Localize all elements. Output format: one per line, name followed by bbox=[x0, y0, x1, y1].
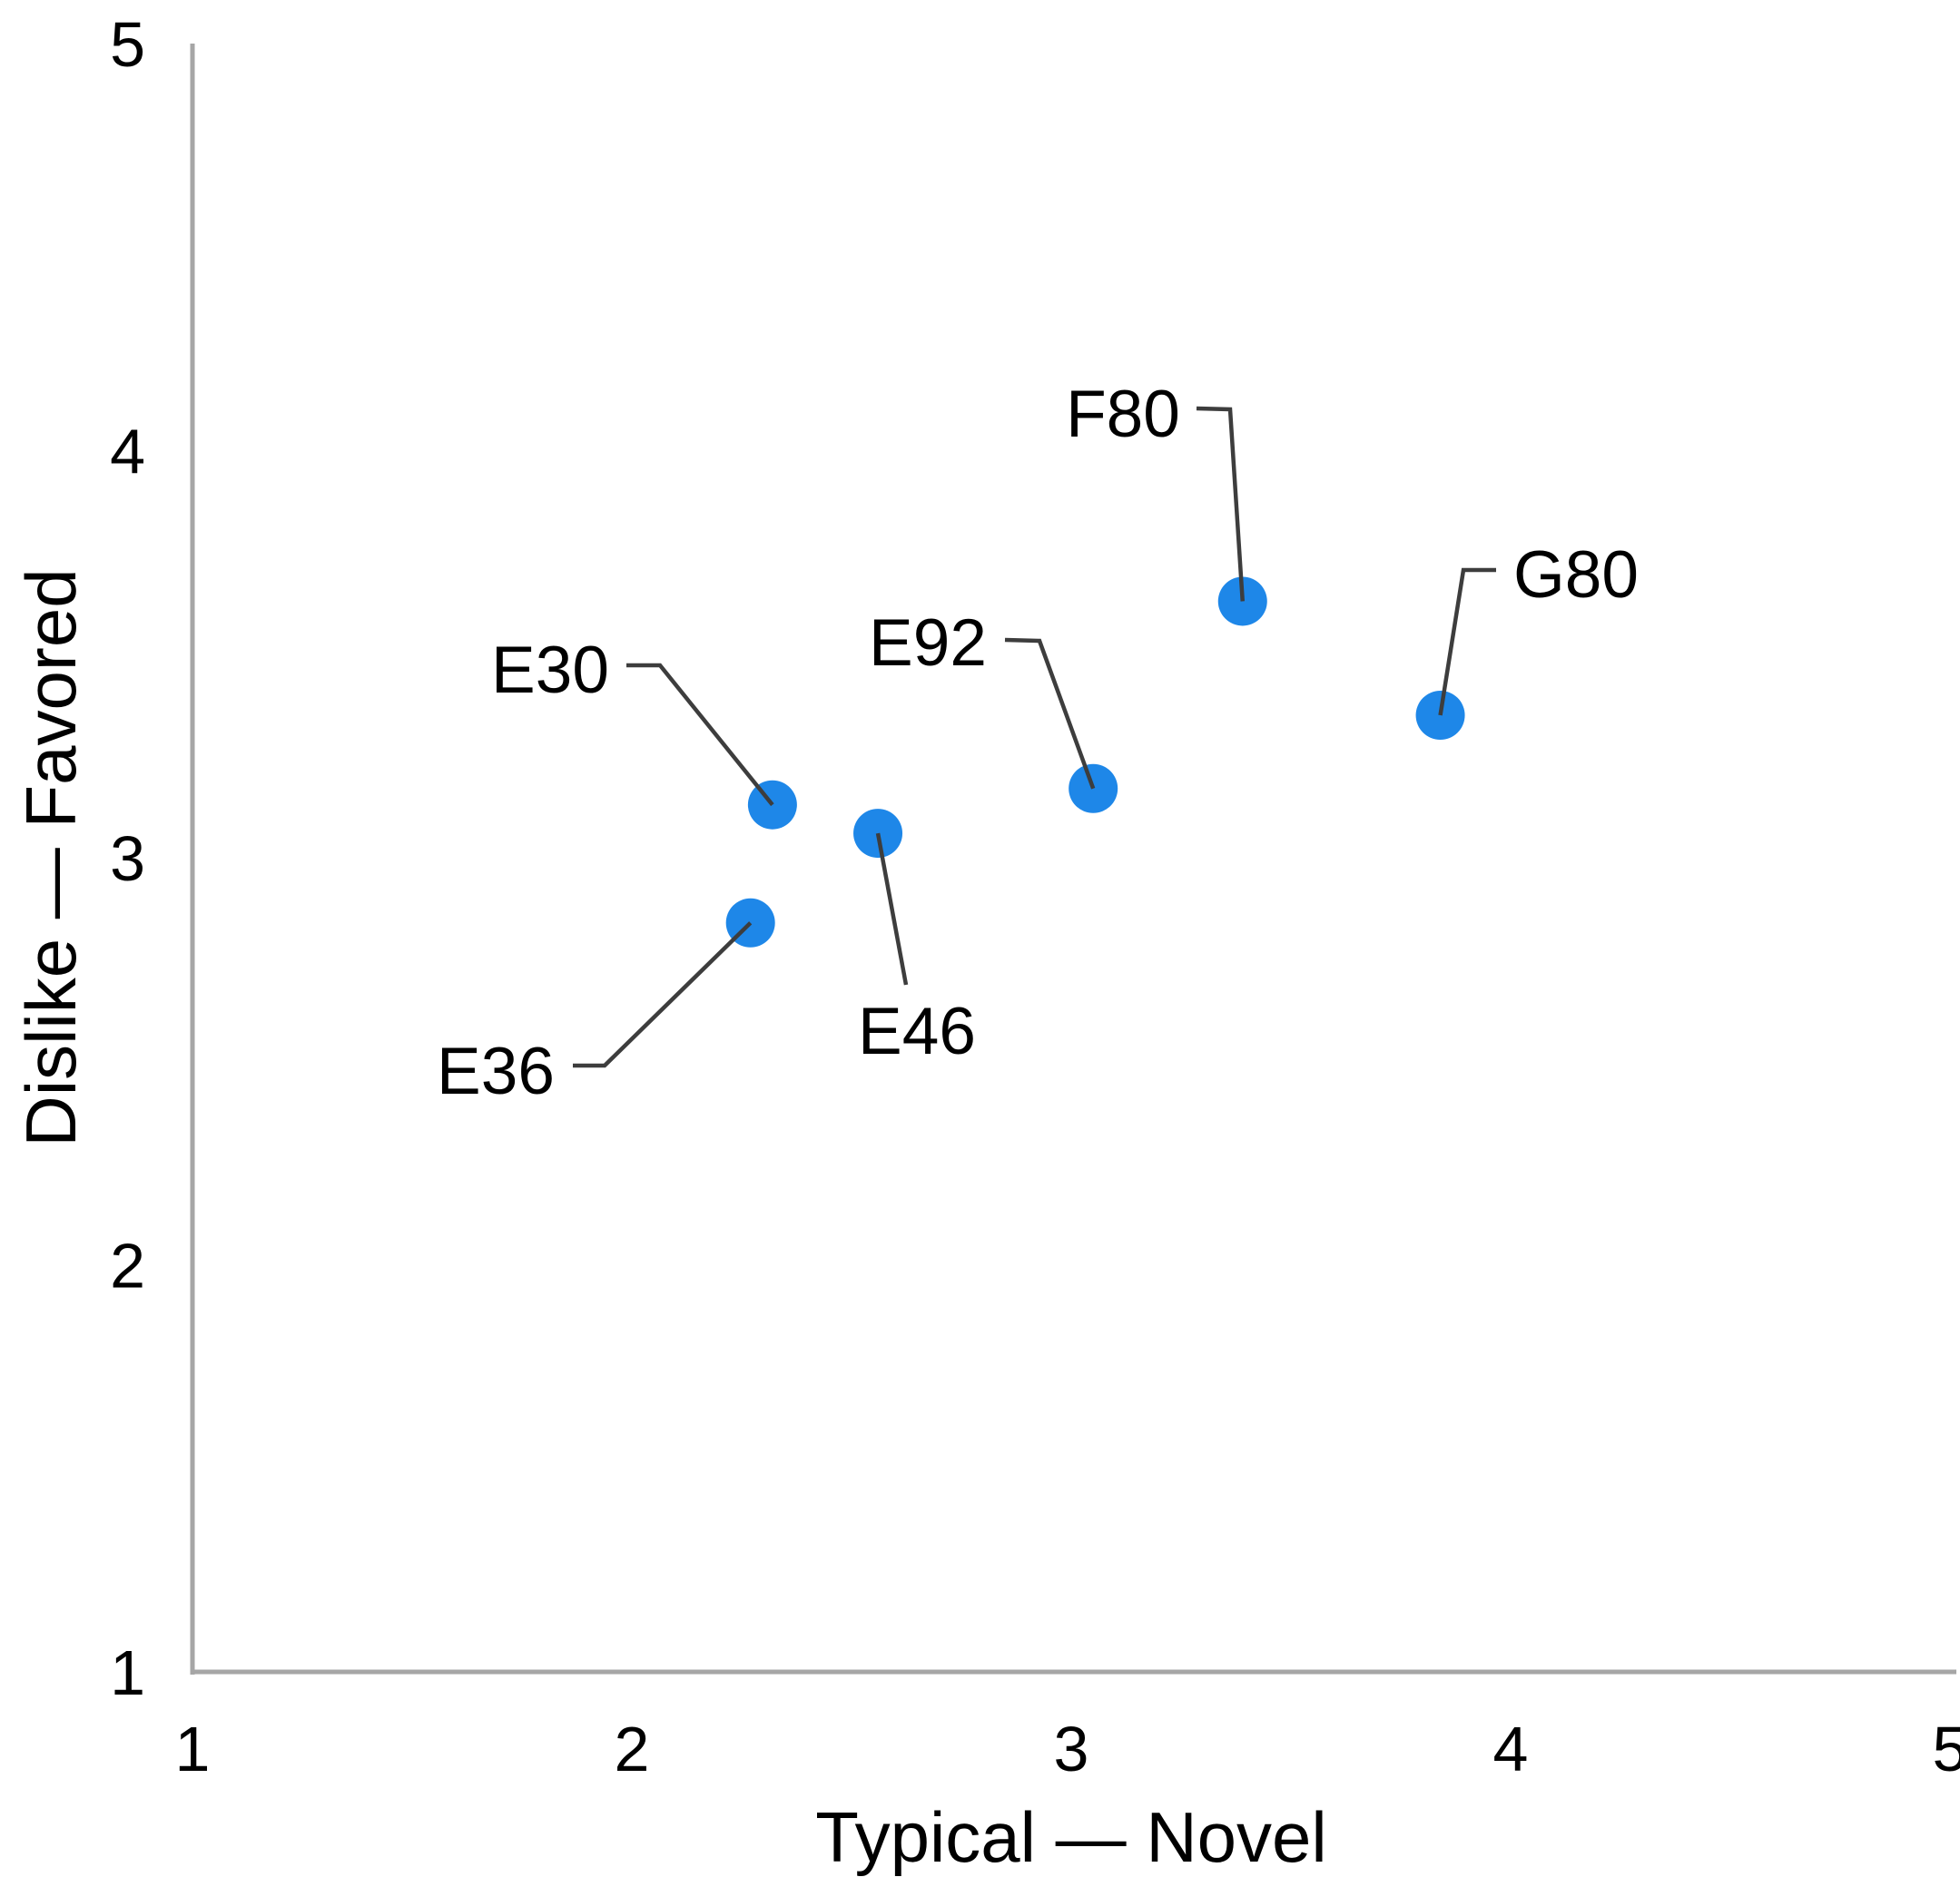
data-points bbox=[725, 576, 1465, 948]
axes bbox=[190, 44, 1956, 1675]
leader-line-e46 bbox=[875, 832, 909, 986]
x-axis-title: Typical — Novel bbox=[815, 1797, 1327, 1877]
point-label-f80: F80 bbox=[1066, 378, 1180, 451]
y-tick-label-2: 2 bbox=[110, 1231, 145, 1302]
y-tick-label-5: 5 bbox=[110, 9, 145, 80]
y-tick-label-3: 3 bbox=[110, 823, 145, 894]
x-axis-ticks: 1 2 3 4 5 bbox=[175, 1714, 1960, 1784]
leader-line-e92 bbox=[1004, 637, 1096, 790]
y-tick-label-1: 1 bbox=[110, 1637, 145, 1708]
point-label-e92: E92 bbox=[869, 606, 987, 680]
y-axis-ticks: 1 2 3 4 5 bbox=[110, 9, 145, 1708]
y-axis-title: Dislike — Favored bbox=[11, 568, 91, 1146]
point-label-e36: E36 bbox=[437, 1035, 555, 1108]
x-tick-label-2: 2 bbox=[615, 1714, 650, 1784]
point-label-e30: E30 bbox=[491, 634, 609, 707]
y-tick-label-4: 4 bbox=[110, 417, 145, 487]
x-tick-label-1: 1 bbox=[175, 1714, 211, 1784]
x-tick-label-5: 5 bbox=[1933, 1714, 1960, 1784]
point-label-e46: E46 bbox=[858, 995, 976, 1068]
leader-lines bbox=[573, 406, 1496, 1068]
x-tick-label-4: 4 bbox=[1493, 1714, 1529, 1784]
leader-line-e30 bbox=[626, 663, 774, 807]
point-label-g80: G80 bbox=[1513, 538, 1639, 612]
x-tick-label-3: 3 bbox=[1054, 1714, 1089, 1784]
leader-line-g80 bbox=[1438, 567, 1496, 716]
leader-line-e36 bbox=[573, 921, 753, 1068]
leader-line-f80 bbox=[1196, 406, 1246, 602]
point-labels: E30 E36 E46 E92 F80 G80 bbox=[437, 378, 1639, 1108]
